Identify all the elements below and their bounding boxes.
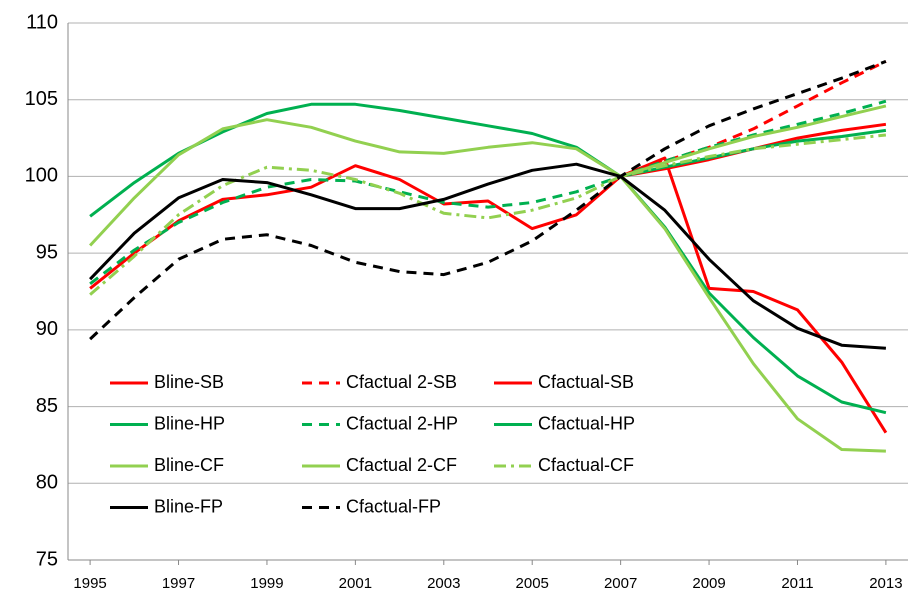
y-tick-label: 85 — [36, 395, 58, 417]
legend-label: Bline-SB — [154, 372, 224, 392]
legend-label: Bline-CF — [154, 455, 224, 475]
y-tick-label: 75 — [36, 548, 58, 570]
legend-label: Bline-FP — [154, 496, 223, 516]
x-tick-label: 1997 — [162, 575, 195, 592]
legend-label: Cfactual-FP — [346, 496, 441, 516]
x-tick-label: 2013 — [869, 575, 902, 592]
legend-label: Bline-HP — [154, 413, 225, 433]
series-line — [89, 133, 887, 296]
legend-label: Cfactual 2-HP — [346, 413, 458, 433]
x-tick-label: 1999 — [250, 575, 283, 592]
series-line — [89, 118, 886, 453]
x-tick-label: 2011 — [781, 575, 813, 592]
y-tick-label: 105 — [25, 88, 58, 110]
series-line — [89, 162, 887, 350]
x-tick-label: 2005 — [516, 575, 549, 592]
y-tick-label: 110 — [26, 11, 58, 33]
series-line — [89, 99, 887, 285]
series-line — [89, 156, 888, 434]
y-tick-label: 100 — [25, 165, 58, 187]
x-tick-label: 2007 — [604, 575, 637, 592]
x-tick-label: 2001 — [339, 575, 372, 592]
series-line — [620, 104, 887, 178]
x-tick-label: 2003 — [427, 575, 460, 592]
y-tick-label: 90 — [36, 318, 58, 340]
series-line — [620, 60, 887, 178]
y-tick-label: 80 — [36, 472, 58, 494]
legend-bg — [486, 451, 666, 481]
series-line — [89, 59, 887, 341]
legend-label: Cfactual-SB — [538, 372, 634, 392]
legend-label: Cfactual 2-CF — [346, 455, 457, 475]
x-tick-label: 2009 — [692, 575, 725, 592]
legend-label: Cfactual-HP — [538, 413, 635, 433]
legend-label: Cfactual 2-SB — [346, 372, 457, 392]
legend-label: Cfactual-CF — [538, 455, 634, 475]
x-tick-label: 1995 — [73, 575, 106, 592]
series-line — [89, 102, 887, 415]
y-tick-label: 95 — [36, 241, 58, 263]
